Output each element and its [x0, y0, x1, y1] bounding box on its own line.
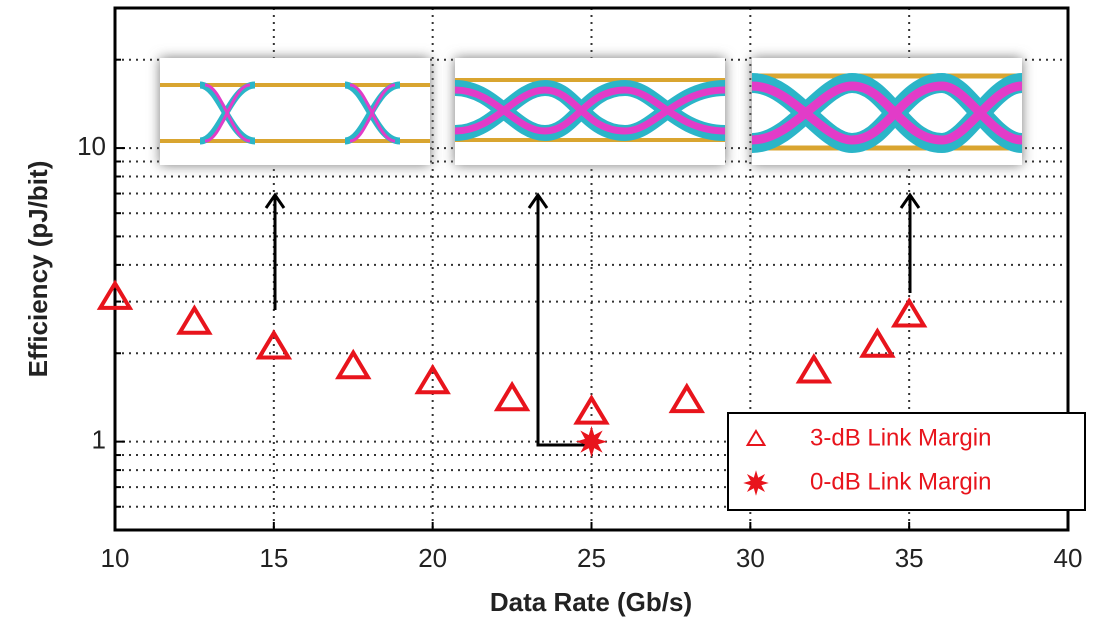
- legend-label: 3-dB Link Margin: [810, 424, 991, 451]
- x-tick-label: 15: [259, 543, 288, 573]
- eye-diagram: [455, 58, 725, 165]
- legend-marker: [745, 472, 767, 494]
- x-axis-label: Data Rate (Gb/s): [490, 587, 692, 617]
- y-tick-label: 10: [77, 131, 106, 161]
- data-point: [180, 308, 209, 333]
- legend: 3-dB Link Margin 0-dB Link Margin: [728, 413, 1085, 510]
- x-tick-label: 40: [1054, 543, 1083, 573]
- page: {"chart_data": {"type": "scatter", "xlab…: [0, 0, 1093, 623]
- data-point: [672, 387, 701, 412]
- y-tick-label: 1: [92, 425, 106, 455]
- y-axis-label: Efficiency (pJ/bit): [23, 161, 53, 378]
- x-tick-label: 35: [895, 543, 924, 573]
- chart: Data Rate (Gb/s) Efficiency (pJ/bit) 3-d…: [0, 0, 1093, 623]
- data-point: [578, 428, 606, 456]
- data-point: [863, 331, 892, 356]
- data-point: [799, 357, 828, 382]
- eye-diagram: [752, 58, 1022, 165]
- eye-diagrams: [160, 58, 1022, 165]
- x-tick-label: 30: [736, 543, 765, 573]
- data-point: [894, 301, 923, 326]
- data-point: [339, 353, 368, 378]
- data-point: [497, 385, 526, 410]
- data-point: [577, 398, 606, 423]
- legend-label: 0-dB Link Margin: [810, 468, 991, 495]
- x-tick-label: 20: [418, 543, 447, 573]
- eye-diagram: [160, 58, 430, 165]
- x-tick-label: 10: [101, 543, 130, 573]
- x-tick-label: 25: [577, 543, 606, 573]
